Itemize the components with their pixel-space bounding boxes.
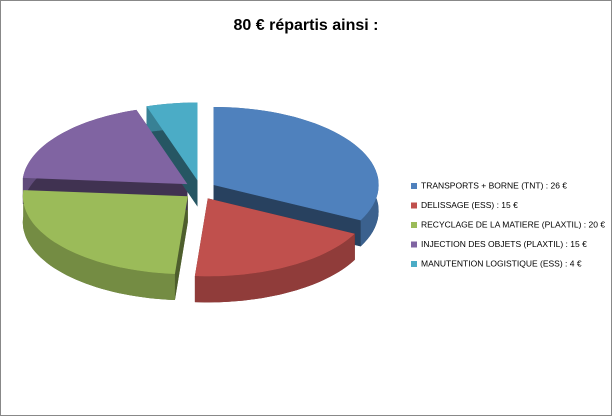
slice-side	[194, 233, 355, 303]
slice	[22, 109, 188, 185]
slice	[22, 190, 188, 274]
slice	[213, 107, 379, 221]
legend-label: RECYCLAGE DE LA MATIERE (PLAXTIL) : 20 €	[421, 219, 605, 229]
legend-label: INJECTION DES OBJETS (PLAXTIL) : 15 €	[421, 239, 587, 249]
slice-wall	[174, 196, 188, 300]
legend-swatch	[411, 241, 417, 248]
legend-swatch	[411, 261, 417, 267]
slice	[194, 198, 355, 277]
legend-swatch	[411, 202, 417, 209]
legend-swatch	[411, 183, 417, 189]
slice	[146, 102, 198, 181]
slice-side	[22, 190, 175, 300]
legend-label: MANUTENTION LOGISTIQUE (ESS) : 4 €	[421, 258, 582, 268]
chart-title: 80 € répartis ainsi :	[234, 17, 379, 34]
legend-swatch	[411, 222, 417, 228]
legend-label: TRANSPORTS + BORNE (TNT) : 26 €	[421, 180, 567, 190]
legend-label: DELISSAGE (ESS) : 15 €	[421, 200, 518, 210]
